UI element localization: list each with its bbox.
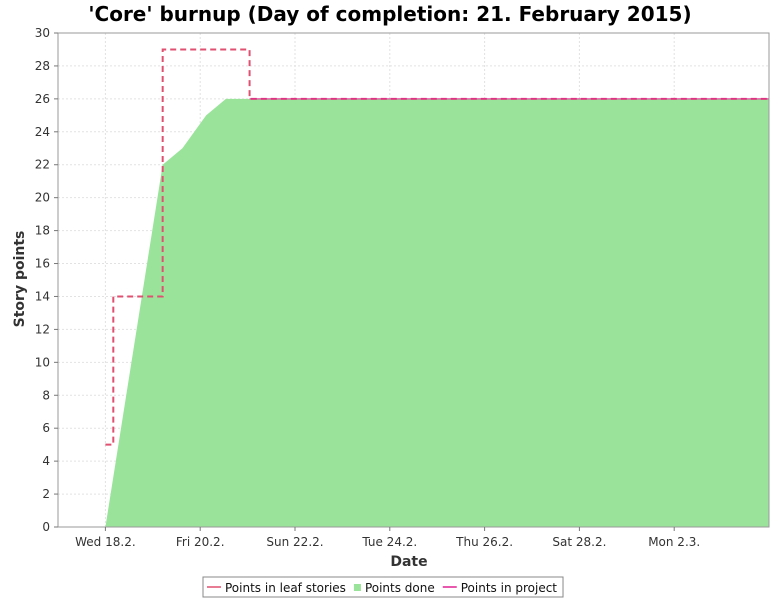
x-tick-label: Fri 20.2. (176, 535, 225, 549)
plot-frame (57, 32, 770, 528)
x-axis-ticks: Wed 18.2. Fri 20.2. Sun 22.2. Tue 24.2. Thu … (75, 527, 700, 549)
x-tick-label: Sat 28.2. (552, 535, 606, 549)
series-area-points-done (105, 98, 769, 527)
y-tick-label: 14 (35, 289, 50, 303)
legend-item-label: Points in leaf stories (225, 581, 346, 595)
x-tick-label: Mon 2.3. (648, 535, 700, 549)
y-tick-label: 10 (35, 355, 50, 369)
legend-item-label: Points in project (461, 581, 558, 595)
x-tick-label: Wed 18.2. (75, 535, 136, 549)
x-tick-label: Tue 24.2. (361, 535, 417, 549)
x-tick-label: Thu 26.2. (455, 535, 513, 549)
y-tick-label: 20 (35, 191, 50, 205)
series-layer (105, 48, 769, 527)
y-tick-label: 8 (42, 388, 50, 402)
y-tick-label: 24 (35, 125, 50, 139)
y-tick-label: 16 (35, 257, 50, 271)
y-tick-label: 22 (35, 158, 50, 172)
x-tick-label: Sun 22.2. (266, 535, 323, 549)
y-tick-label: 18 (35, 224, 50, 238)
series-line-leaf-stories (105, 48, 769, 446)
legend-box (202, 576, 564, 598)
y-tick-label: 4 (42, 454, 50, 468)
y-tick-label: 2 (42, 487, 50, 501)
y-axis-label: Story points (12, 231, 28, 328)
y-tick-label: 26 (35, 92, 50, 106)
legend: Points in leaf stories Points done Points … (202, 576, 564, 598)
legend-item-label: Points done (365, 581, 435, 595)
legend-swatch-points-done (353, 584, 361, 591)
y-tick-label: 6 (42, 421, 50, 435)
y-tick-label: 28 (35, 59, 50, 73)
y-tick-label: 12 (35, 322, 50, 336)
y-tick-label: 0 (42, 520, 50, 534)
y-tick-label: 30 (35, 26, 50, 40)
x-axis-label: Date (390, 554, 427, 570)
chart-title: 'Core' burnup (Day of completion: 21. Fe… (88, 2, 691, 26)
